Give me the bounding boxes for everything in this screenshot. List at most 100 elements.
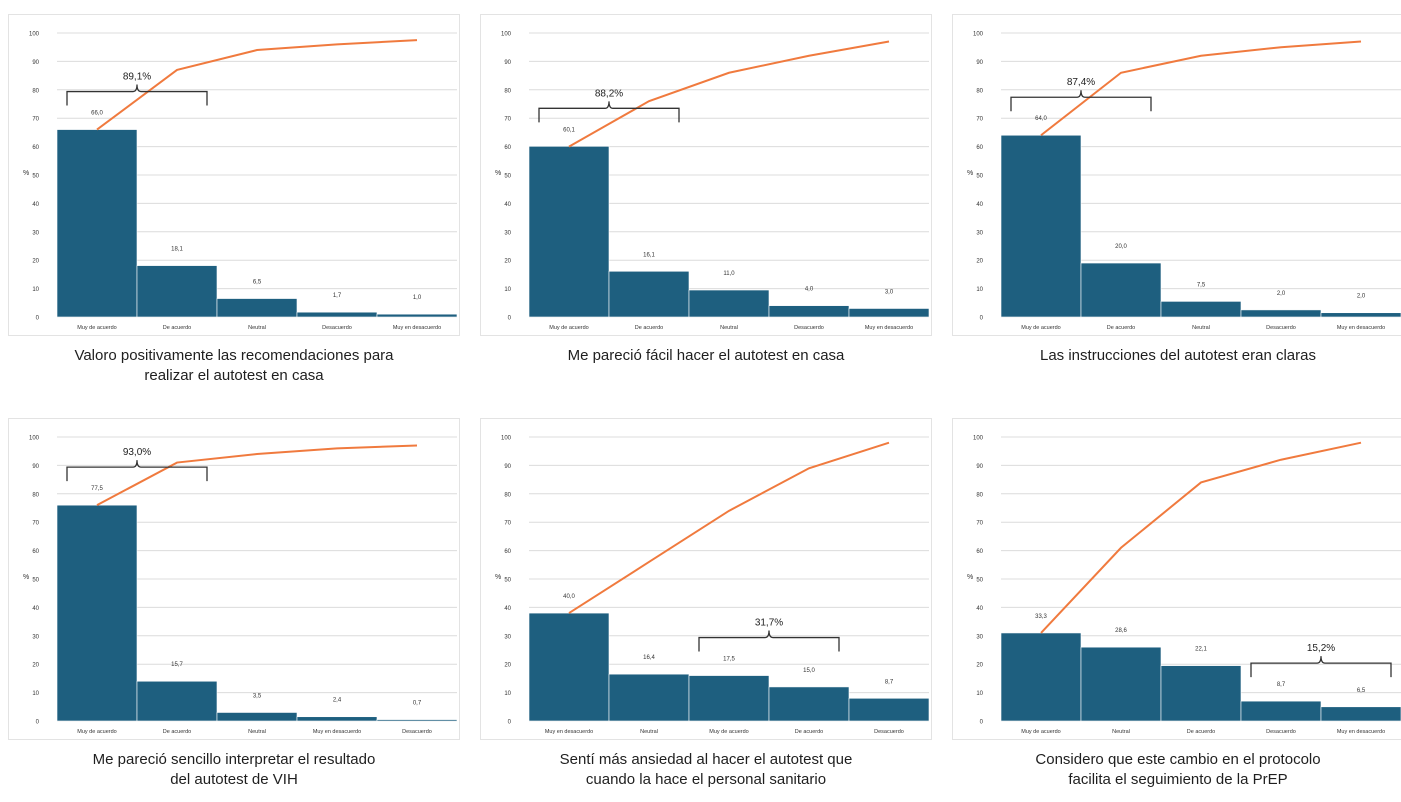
y-tick-label: 40 xyxy=(32,606,39,612)
y-axis-label: % xyxy=(23,574,29,581)
bar xyxy=(768,686,850,722)
chart-cell-6: 0 10 20 30 40 50 60 70 80 90 100% 33,3 28,6 22,1 8,7 6,… xyxy=(952,418,1401,798)
y-tick-label: 30 xyxy=(976,634,983,640)
y-tick-label: 0 xyxy=(36,720,40,726)
bar xyxy=(608,270,690,318)
bracket-label: 89,1% xyxy=(123,72,151,83)
bar xyxy=(1240,309,1322,318)
x-tick-label: Desacuerdo xyxy=(794,325,824,331)
y-tick-label: 80 xyxy=(32,492,39,498)
chart-cell-1: 0 10 20 30 40 50 60 70 80 90 100% 66,0 18,1 6,5 1,7 1,0… xyxy=(8,14,468,394)
y-tick-label: 50 xyxy=(32,174,39,180)
y-tick-label: 60 xyxy=(504,145,511,151)
y-tick-label: 100 xyxy=(501,436,512,442)
caption-line: Valoro positivamente las recomendaciones… xyxy=(74,347,394,364)
pareto-chart: 0 10 20 30 40 50 60 70 80 90 100% 77,5 15,7 3,5 2,4 0,7… xyxy=(23,436,458,735)
y-tick-label: 20 xyxy=(504,663,511,669)
y-tick-label: 50 xyxy=(504,174,511,180)
y-tick-label: 20 xyxy=(32,259,39,265)
y-tick-label: 100 xyxy=(501,32,512,38)
x-tick-label: Muy de acuerdo xyxy=(549,325,588,331)
caption-line: cuando la hace el personal sanitario xyxy=(585,771,827,788)
bar-value-label: 4,0 xyxy=(805,287,814,293)
cumulative-line xyxy=(96,39,418,131)
x-tick-label: Neutral xyxy=(1112,729,1130,735)
y-tick-label: 50 xyxy=(504,578,511,584)
chart-caption: Las instrucciones del autotest eran clar… xyxy=(952,346,1401,366)
y-tick-label: 40 xyxy=(504,202,511,208)
cumulative-line xyxy=(1040,441,1362,634)
y-tick-label: 60 xyxy=(504,549,511,555)
chart-caption: Considero que este cambio en el protocol… xyxy=(952,750,1401,790)
y-tick-label: 70 xyxy=(32,117,39,123)
bar xyxy=(376,719,458,722)
bar xyxy=(768,305,850,318)
x-tick-label: Muy en desacuerdo xyxy=(1337,325,1385,331)
x-tick-label: Muy de acuerdo xyxy=(709,729,748,735)
y-tick-label: 80 xyxy=(504,88,511,94)
bar-value-label: 2,0 xyxy=(1357,294,1366,300)
pareto-chart: 0 10 20 30 40 50 60 70 80 90 100% 33,3 28,6 22,1 8,7 6,… xyxy=(967,436,1401,735)
bar-value-label: 6,5 xyxy=(253,280,262,286)
chart-caption: Valoro positivamente las recomendaciones… xyxy=(8,346,460,386)
bar-value-label: 33,3 xyxy=(1035,614,1047,620)
pareto-chart: 0 10 20 30 40 50 60 70 80 90 100% 64,0 20,0 7,5 2,0 2,0… xyxy=(967,32,1401,331)
bar-value-label: 16,1 xyxy=(643,252,655,258)
x-tick-label: Desacuerdo xyxy=(322,325,352,331)
cumulative-line xyxy=(568,441,890,614)
x-tick-label: De acuerdo xyxy=(635,325,663,331)
bar xyxy=(688,289,770,318)
bar xyxy=(136,265,218,318)
bar xyxy=(528,146,610,318)
y-tick-label: 10 xyxy=(976,287,983,293)
x-tick-label: Desacuerdo xyxy=(402,729,432,735)
bar xyxy=(1160,665,1242,722)
y-tick-label: 10 xyxy=(504,691,511,697)
x-tick-label: Muy en desacuerdo xyxy=(313,729,361,735)
caption-line: del autotest de VIH xyxy=(170,771,298,788)
chart-cell-3: 0 10 20 30 40 50 60 70 80 90 100% 64,0 20,0 7,5 2,0 2,0… xyxy=(952,14,1401,394)
bar-value-label: 8,7 xyxy=(1277,682,1286,688)
x-tick-label: Neutral xyxy=(248,325,266,331)
bar-value-label: 60,1 xyxy=(563,127,575,133)
bar xyxy=(848,308,930,318)
bar xyxy=(1080,262,1162,318)
chart-caption: Me pareció fácil hacer el autotest en ca… xyxy=(480,346,932,366)
y-tick-label: 70 xyxy=(504,521,511,527)
bar-value-label: 0,7 xyxy=(413,701,422,707)
y-tick-label: 30 xyxy=(504,230,511,236)
bar xyxy=(528,612,610,722)
y-tick-label: 50 xyxy=(976,578,983,584)
y-tick-label: 0 xyxy=(980,316,984,322)
y-tick-label: 100 xyxy=(29,436,40,442)
y-tick-label: 30 xyxy=(32,634,39,640)
cumulative-line xyxy=(568,40,890,148)
y-tick-label: 90 xyxy=(504,60,511,66)
y-tick-label: 80 xyxy=(976,88,983,94)
y-tick-label: 50 xyxy=(32,578,39,584)
y-tick-label: 0 xyxy=(980,720,984,726)
caption-line: Me pareció sencillo interpretar el resul… xyxy=(92,751,376,768)
x-tick-label: De acuerdo xyxy=(1107,325,1135,331)
caption-line: Sentí más ansiedad al hacer el autotest … xyxy=(559,751,853,768)
bracket xyxy=(1250,656,1392,678)
bar-value-label: 40,0 xyxy=(563,594,575,600)
bar xyxy=(136,680,218,722)
bar-value-label: 3,5 xyxy=(253,693,262,699)
bar-value-label: 16,4 xyxy=(643,655,655,661)
bar xyxy=(1000,134,1082,318)
bracket xyxy=(698,630,840,652)
y-tick-label: 30 xyxy=(32,230,39,236)
bar xyxy=(216,298,298,318)
y-tick-label: 90 xyxy=(504,464,511,470)
pareto-chart: 0 10 20 30 40 50 60 70 80 90 100% 66,0 18,1 6,5 1,7 1,0… xyxy=(23,32,458,331)
bracket-label: 31,7% xyxy=(755,618,783,629)
bracket-label: 87,4% xyxy=(1067,77,1095,88)
y-tick-label: 80 xyxy=(504,492,511,498)
y-tick-label: 40 xyxy=(32,202,39,208)
bar-value-label: 20,0 xyxy=(1115,244,1127,250)
y-tick-label: 70 xyxy=(504,117,511,123)
x-tick-label: Muy de acuerdo xyxy=(1021,729,1060,735)
bar-value-label: 15,0 xyxy=(803,668,815,674)
